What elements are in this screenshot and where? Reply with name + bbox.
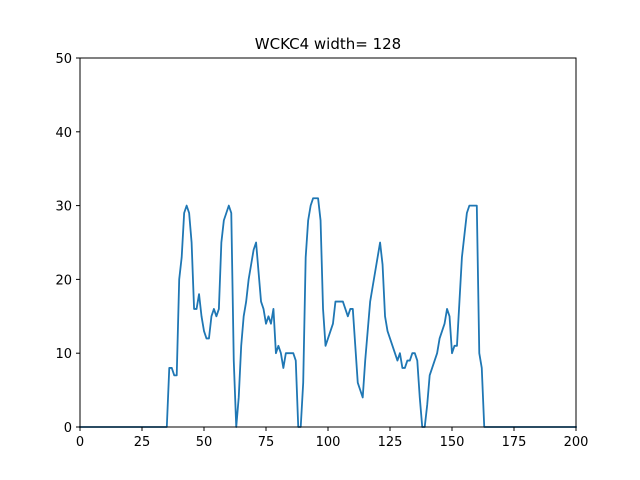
x-tick-label-150: 150 [440,435,465,450]
y-tick-label-20: 20 [55,273,72,288]
plot-area: 0 25 50 75 100 125 150 175 200 0 10 20 30 40 50 [55,52,588,450]
y-tick-label-40: 40 [55,126,72,141]
y-tick-label-10: 10 [55,347,72,362]
x-tick-label-200: 200 [564,435,589,450]
y-tick-label-30: 30 [55,200,72,215]
y-tick-label-50: 50 [55,52,72,67]
x-tick-label-125: 125 [378,435,403,450]
x-tick-label-25: 25 [134,435,151,450]
x-tick-label-0: 0 [76,435,84,450]
y-tick-label-0: 0 [64,421,72,436]
x-tick-label-50: 50 [196,435,213,450]
x-tick-label-100: 100 [316,435,341,450]
series-line-0 [79,197,577,428]
chart-title: WCKC4 width= 128 [255,35,401,53]
x-tick-label-175: 175 [502,435,527,450]
x-tick-label-75: 75 [258,435,275,450]
